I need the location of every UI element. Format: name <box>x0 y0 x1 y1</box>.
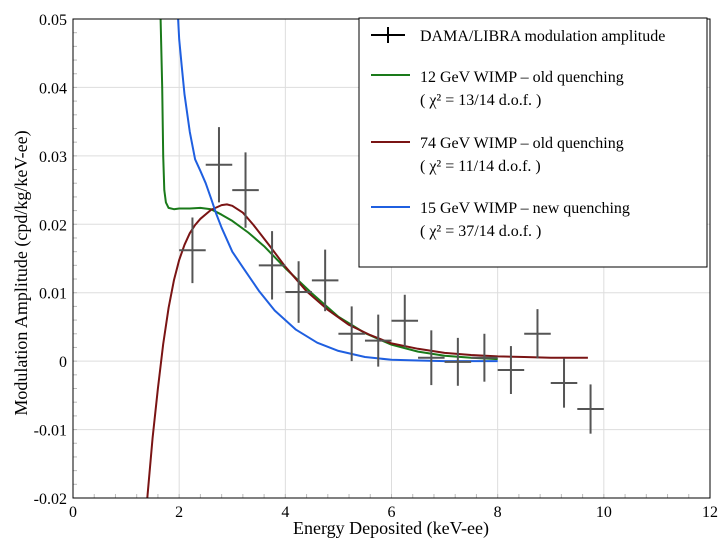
y-tick-labels: -0.02 -0.01 0 0.01 0.02 0.03 0.04 0.05 <box>34 12 67 508</box>
legend-chi-74gev: ( χ² = 11/14 d.o.f. ) <box>420 158 541 175</box>
data-point <box>471 333 498 382</box>
x-tick-labels: 0 2 4 6 8 10 12 <box>69 504 718 521</box>
data-point <box>179 217 206 284</box>
data-point <box>232 152 259 228</box>
legend-chi-12gev: ( χ² = 13/14 d.o.f. ) <box>420 92 541 109</box>
x-tick-label: 8 <box>494 504 502 521</box>
curve-12gev-old-quenching <box>159 19 498 361</box>
y-tick-label: 0.03 <box>39 149 67 166</box>
legend-label-12gev: 12 GeV WIMP – old quenching <box>420 69 624 86</box>
curve-74gev-old-quenching <box>146 203 588 498</box>
plot-area <box>146 19 588 498</box>
data-point <box>258 231 286 300</box>
x-tick-label: 12 <box>702 504 718 521</box>
legend-label-data: DAMA/LIBRA modulation amplitude <box>420 28 665 45</box>
data-point <box>285 261 312 323</box>
data-point <box>577 384 604 434</box>
x-tick-label: 2 <box>175 504 183 521</box>
data-point <box>364 314 392 367</box>
x-tick-label: 4 <box>281 504 289 521</box>
legend-entry-15gev: 15 GeV WIMP – new quenching ( χ² = 37/14… <box>371 200 630 240</box>
data-point <box>338 306 365 362</box>
x-tick-label: 10 <box>596 504 612 521</box>
legend-entry-12gev: 12 GeV WIMP – old quenching ( χ² = 13/14… <box>371 69 624 109</box>
y-tick-label: 0 <box>59 354 67 371</box>
legend-chi-15gev: ( χ² = 37/14 d.o.f. ) <box>420 223 541 240</box>
y-tick-label: -0.02 <box>34 491 67 508</box>
data-points <box>179 127 604 434</box>
data-point <box>205 127 233 203</box>
legend: DAMA/LIBRA modulation amplitude 12 GeV W… <box>358 17 708 268</box>
y-axis-label: Modulation Amplitude (cpd/kg/keV-ee) <box>11 130 32 415</box>
y-tick-label: -0.01 <box>34 423 67 440</box>
data-point <box>524 309 551 359</box>
data-point <box>497 346 525 394</box>
legend-label-74gev: 74 GeV WIMP – old quenching <box>420 135 624 152</box>
data-point <box>444 337 472 386</box>
data-point <box>391 294 419 347</box>
y-tick-label: 0.02 <box>39 217 67 234</box>
x-tick-label: 6 <box>388 504 396 521</box>
legend-entry-data: DAMA/LIBRA modulation amplitude <box>371 27 665 45</box>
curve-15gev-new-quenching <box>177 19 498 363</box>
data-point <box>311 249 339 312</box>
data-point <box>550 358 578 408</box>
legend-box <box>358 17 708 268</box>
x-tick-label: 0 <box>69 504 77 521</box>
y-tick-label: 0.04 <box>39 80 67 97</box>
y-tick-label: 0.01 <box>39 286 67 303</box>
y-tick-label: 0.05 <box>39 12 67 29</box>
legend-entry-74gev: 74 GeV WIMP – old quenching ( χ² = 11/14… <box>371 135 624 175</box>
data-point <box>418 330 445 386</box>
x-axis-label: Energy Deposited (keV-ee) <box>293 518 489 539</box>
legend-label-15gev: 15 GeV WIMP – new quenching <box>420 200 630 217</box>
